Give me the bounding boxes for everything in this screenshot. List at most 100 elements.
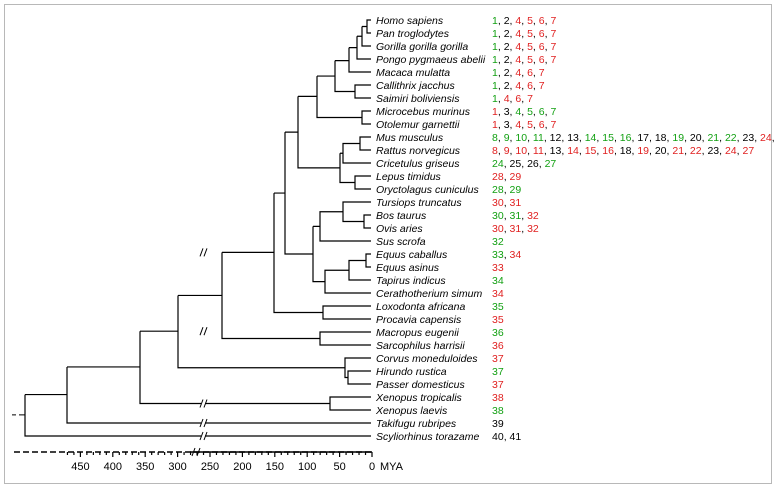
reference-number: 39 [492, 418, 504, 430]
species-label: Tursiops truncatus [376, 197, 462, 209]
branch-bovids [313, 202, 371, 241]
species-label: Microcebus murinus [376, 106, 471, 118]
reference-number: 7 [550, 28, 556, 40]
reference-number: 18 [620, 145, 632, 157]
reference-separator: , [498, 28, 504, 40]
reference-number: 31 [510, 210, 522, 222]
reference-separator: , [614, 145, 620, 157]
reference-number: 10 [515, 145, 527, 157]
reference-separator: , [510, 145, 516, 157]
axis-tick-label: 350 [136, 461, 154, 473]
branch-callithrix-saimiri [317, 61, 371, 98]
reference-separator: , [533, 80, 539, 92]
branch-homo-pan [362, 20, 371, 33]
reference-separator: , [545, 119, 551, 131]
reference-separator: , [631, 132, 637, 144]
reference-number: 2 [504, 54, 510, 66]
reference-number: 31 [510, 223, 522, 235]
species-label: Pongo pygmaeus abelii [376, 54, 486, 66]
reference-separator: , [498, 93, 504, 105]
reference-number: 1 [492, 15, 498, 27]
reference-number: 12 [550, 132, 562, 144]
reference-number: 9 [504, 145, 510, 157]
reference-list: 30, 31, 32 [492, 223, 539, 235]
reference-number: 1 [492, 41, 498, 53]
branch-takifugu [25, 367, 371, 423]
axis-tick-label: 200 [233, 461, 251, 473]
reference-number: 25 [510, 158, 522, 170]
branch-birds [140, 295, 371, 384]
axis-tick-label: 0 [369, 461, 375, 473]
axis-unit-label: MYA [380, 461, 404, 473]
species-label: Homo sapiens [376, 15, 444, 27]
reference-number: 23 [743, 132, 755, 144]
branch-mus-rattus [340, 137, 371, 163]
branch-afrotheria [222, 193, 371, 319]
reference-number: 7 [550, 54, 556, 66]
reference-number: 22 [725, 132, 737, 144]
species-label: Bos taurus [376, 210, 427, 222]
reference-number: 35 [492, 301, 504, 313]
reference-list: 8, 9, 10, 11, 12, 13, 14, 15, 16, 17, 18… [492, 132, 778, 144]
reference-number: 2 [504, 80, 510, 92]
species-label: Passer domesticus [376, 379, 465, 391]
reference-number: 5 [527, 15, 533, 27]
reference-separator: , [521, 28, 527, 40]
reference-separator: , [504, 210, 510, 222]
reference-list: 28, 29 [492, 184, 521, 196]
reference-separator: , [498, 106, 504, 118]
reference-number: 2 [504, 41, 510, 53]
reference-number: 27 [743, 145, 755, 157]
tree-branches [12, 20, 371, 436]
reference-number: 24 [760, 132, 772, 144]
reference-number: 14 [585, 132, 597, 144]
axis-tick-label: 450 [71, 461, 89, 473]
reference-number: 4 [515, 106, 521, 118]
reference-number: 7 [550, 106, 556, 118]
reference-number: 5 [527, 106, 533, 118]
reference-number: 32 [527, 210, 539, 222]
reference-number: 4 [515, 80, 521, 92]
reference-list: 1, 2, 4, 5, 6, 7 [492, 54, 556, 66]
reference-separator: , [561, 145, 567, 157]
branch-macaca [335, 48, 371, 72]
reference-separator: , [510, 132, 516, 144]
reference-list: 35 [492, 314, 504, 326]
reference-number: 21 [672, 145, 684, 157]
reference-number: 1 [492, 54, 498, 66]
reference-number: 4 [515, 28, 521, 40]
reference-separator: , [545, 28, 551, 40]
reference-list: 38 [492, 405, 504, 417]
reference-number: 27 [545, 158, 557, 170]
branch-perissodactyla [274, 132, 371, 293]
species-label: Equus asinus [376, 262, 440, 274]
reference-separator: , [498, 119, 504, 131]
reference-number: 2 [504, 15, 510, 27]
branch-break-mark [199, 327, 208, 336]
species-label: Loxodonta africana [376, 301, 465, 313]
reference-separator: , [533, 67, 539, 79]
reference-separator: , [545, 106, 551, 118]
branch-break-mark [199, 248, 208, 257]
reference-number: 32 [492, 236, 504, 248]
reference-number: 15 [602, 132, 614, 144]
reference-number: 5 [527, 41, 533, 53]
species-label: Saimiri boliviensis [376, 93, 460, 105]
reference-number: 7 [539, 67, 545, 79]
branch-xenopus [67, 331, 371, 410]
reference-number: 11 [533, 132, 544, 144]
reference-separator: , [737, 145, 743, 157]
reference-separator: , [510, 93, 516, 105]
reference-separator: , [498, 132, 504, 144]
species-label: Equus caballus [376, 249, 448, 261]
reference-number: 36 [492, 327, 504, 339]
branch-break-mark [199, 399, 208, 408]
reference-number: 6 [539, 41, 545, 53]
reference-number: 38 [492, 405, 504, 417]
reference-list: 1, 3, 4, 5, 6, 7 [492, 106, 556, 118]
reference-separator: , [521, 67, 527, 79]
branch-break-gap [201, 249, 205, 256]
species-label: Pan troglodytes [376, 28, 450, 40]
reference-list: 33, 34 [492, 249, 521, 261]
reference-separator: , [702, 145, 708, 157]
